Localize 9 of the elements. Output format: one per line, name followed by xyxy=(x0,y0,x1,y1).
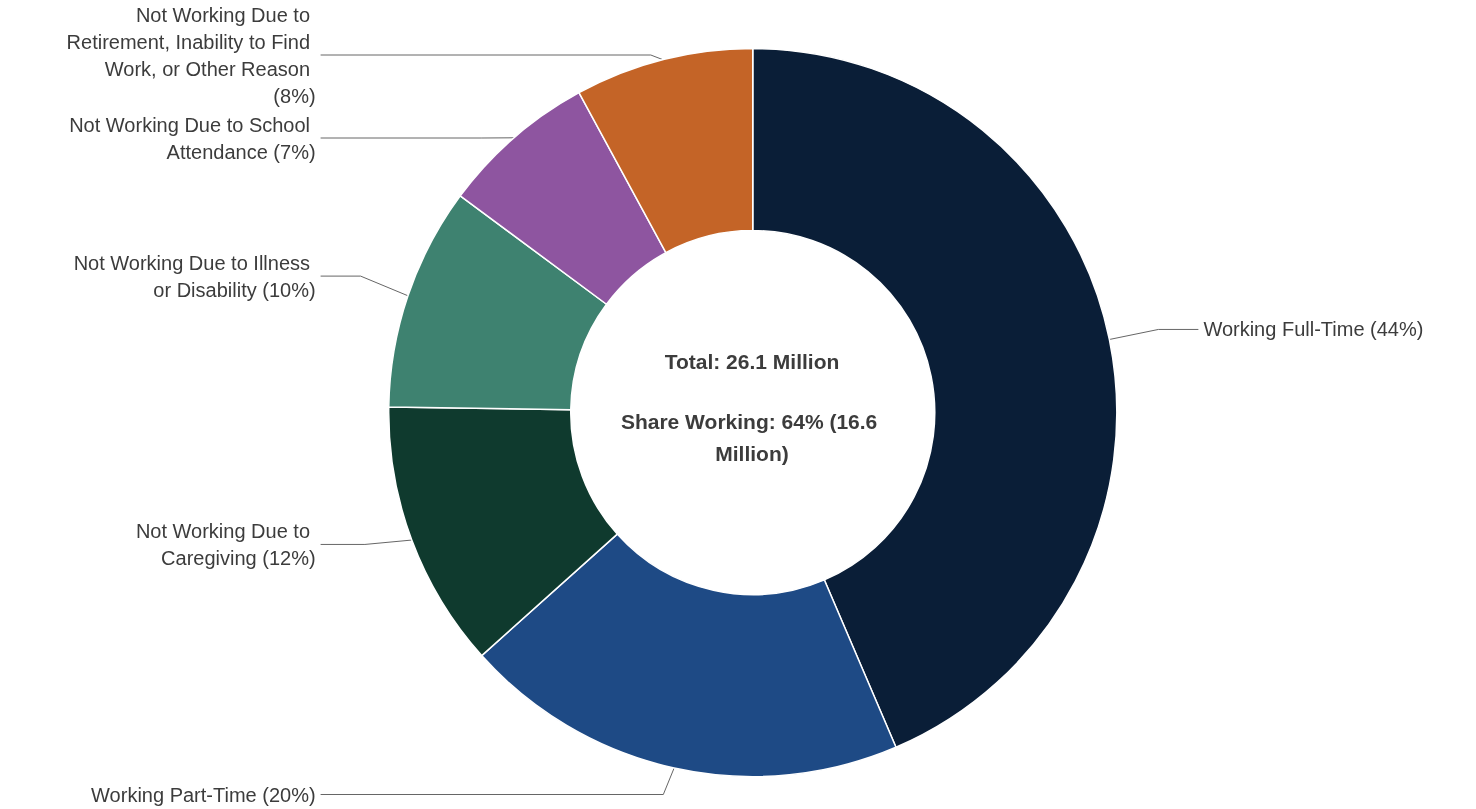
data-label: (8%) xyxy=(273,84,316,107)
slice-label: Working Part-Time (20%) xyxy=(91,783,316,806)
slice-label: Working Full-Time (44%) xyxy=(1203,318,1424,341)
text: Total: 26.1 Million xyxy=(664,349,840,373)
text: Share Working: 64% (16.6 Million) xyxy=(620,409,884,465)
slice-label: Not Working Due to Caregiving (12%) xyxy=(135,519,316,569)
slice-label: Not Working Due to Illness or Disability (10%) xyxy=(73,251,316,301)
slice-label: Not Working Due to Retirement, Inability to Find Work, or Other Reason xyxy=(66,3,316,80)
slice-label: Not Working Due to School Attendance (7%) xyxy=(69,113,316,163)
